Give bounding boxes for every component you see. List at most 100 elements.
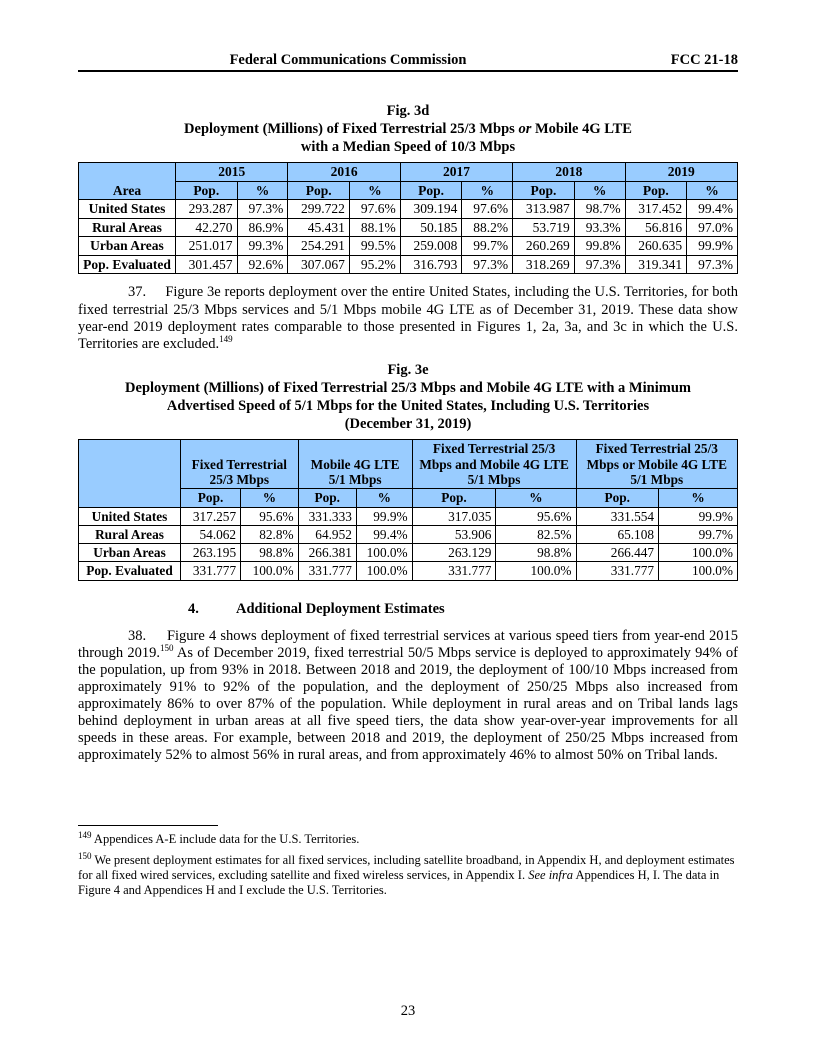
cell: 318.269 [513, 255, 575, 274]
fig3d-title-a: Deployment (Millions) of Fixed Terrestri… [184, 121, 518, 137]
cell: 100.0% [496, 562, 576, 580]
cell: 99.8% [574, 237, 625, 256]
cell: 97.3% [237, 200, 288, 219]
fig3e-title-3: (December 31, 2019) [345, 416, 472, 432]
cell: 56.816 [625, 218, 687, 237]
footnote-150: 150 We present deployment estimates for … [78, 853, 738, 898]
cell: 317.035 [412, 507, 496, 525]
cell: 293.287 [176, 200, 238, 219]
cell: 97.3% [462, 255, 513, 274]
cell: 99.9% [659, 507, 738, 525]
cell: 95.6% [241, 507, 298, 525]
fig3e-title-2: Advertised Speed of 5/1 Mbps for the Uni… [167, 398, 649, 414]
cell: 99.4% [356, 525, 412, 543]
cell: 53.719 [513, 218, 575, 237]
paragraph-37: 37. Figure 3e reports deployment over th… [78, 284, 738, 352]
row-label: Urban Areas [79, 544, 181, 562]
cell: 100.0% [241, 562, 298, 580]
col-pop: Pop. [176, 181, 238, 200]
paragraph-38: 38. Figure 4 shows deployment of fixed t… [78, 628, 738, 765]
header-bar: Federal Communications Commission FCC 21… [78, 52, 738, 72]
cell: 99.4% [687, 200, 738, 219]
table-row: Pop. Evaluated331.777100.0%331.777100.0%… [79, 562, 738, 580]
cell: 88.2% [462, 218, 513, 237]
header-right: FCC 21-18 [618, 52, 738, 69]
year-2017: 2017 [400, 163, 512, 182]
col-pct: % [574, 181, 625, 200]
cell: 317.452 [625, 200, 687, 219]
footnote-150-num: 150 [78, 850, 92, 860]
cell: 260.269 [513, 237, 575, 256]
col-pop: Pop. [576, 489, 659, 507]
row-label: Pop. Evaluated [79, 255, 176, 274]
fig3d-label: Fig. 3d [387, 103, 430, 119]
table-row: United States293.28797.3%299.72297.6%309… [79, 200, 738, 219]
cell: 100.0% [356, 544, 412, 562]
cell: 316.793 [400, 255, 462, 274]
group-2: Mobile 4G LTE 5/1 Mbps [298, 440, 412, 489]
cell: 99.7% [462, 237, 513, 256]
group-1: Fixed Terrestrial 25/3 Mbps [181, 440, 299, 489]
table-row: Pop. Evaluated301.45792.6%307.06795.2%31… [79, 255, 738, 274]
row-label: Pop. Evaluated [79, 562, 181, 580]
cell: 313.987 [513, 200, 575, 219]
section-4-heading: 4.Additional Deployment Estimates [188, 601, 738, 618]
footnote-ref-150: 150 [160, 643, 174, 653]
footnote-149-num: 149 [78, 829, 92, 839]
cell: 98.7% [574, 200, 625, 219]
section-4-title: Additional Deployment Estimates [236, 601, 445, 617]
table-row: United States317.25795.6%331.33399.9%317… [79, 507, 738, 525]
group-3: Fixed Terrestrial 25/3 Mbps and Mobile 4… [412, 440, 576, 489]
fig3e-caption: Fig. 3e Deployment (Millions) of Fixed T… [78, 361, 738, 434]
group-4: Fixed Terrestrial 25/3 Mbps or Mobile 4G… [576, 440, 737, 489]
cell: 331.777 [412, 562, 496, 580]
row-label: Rural Areas [79, 525, 181, 543]
cell: 97.3% [574, 255, 625, 274]
cell: 97.6% [462, 200, 513, 219]
cell: 254.291 [288, 237, 350, 256]
cell: 317.257 [181, 507, 241, 525]
cell: 65.108 [576, 525, 659, 543]
table-row: Urban Areas263.19598.8%266.381100.0%263.… [79, 544, 738, 562]
cell: 319.341 [625, 255, 687, 274]
cell: 99.7% [659, 525, 738, 543]
cell: 42.270 [176, 218, 238, 237]
col-pop: Pop. [400, 181, 462, 200]
fig3d-table: Area 2015 2016 2017 2018 2019 Pop.% Pop.… [78, 162, 738, 274]
fig3d-title-b: Mobile 4G LTE [531, 121, 632, 137]
footnote-149: 149 Appendices A-E include data for the … [78, 832, 738, 847]
cell: 99.9% [356, 507, 412, 525]
fig3d-caption: Fig. 3d Deployment (Millions) of Fixed T… [78, 102, 738, 156]
para37-num: 37. [128, 284, 146, 300]
cell: 97.3% [687, 255, 738, 274]
year-2015: 2015 [176, 163, 288, 182]
footnote-separator [78, 825, 218, 826]
cell: 95.2% [349, 255, 400, 274]
cell: 299.722 [288, 200, 350, 219]
cell: 64.952 [298, 525, 356, 543]
col-pct: % [241, 489, 298, 507]
cell: 301.457 [176, 255, 238, 274]
cell: 97.6% [349, 200, 400, 219]
cell: 266.381 [298, 544, 356, 562]
cell: 54.062 [181, 525, 241, 543]
cell: 331.777 [298, 562, 356, 580]
cell: 331.777 [576, 562, 659, 580]
cell: 97.0% [687, 218, 738, 237]
col-pct: % [462, 181, 513, 200]
section-4-num: 4. [188, 601, 236, 618]
cell: 82.5% [496, 525, 576, 543]
table-row: Urban Areas251.01799.3%254.29199.5%259.0… [79, 237, 738, 256]
cell: 260.635 [625, 237, 687, 256]
cell: 331.333 [298, 507, 356, 525]
table-row: Rural Areas42.27086.9%45.43188.1%50.1858… [79, 218, 738, 237]
footnote-150-see: See infra [528, 868, 573, 882]
fig3d-title-or: or [518, 121, 531, 137]
col-pop: Pop. [288, 181, 350, 200]
cell: 53.906 [412, 525, 496, 543]
para37-text: Figure 3e reports deployment over the en… [78, 284, 738, 351]
cell: 309.194 [400, 200, 462, 219]
fig3e-title-1: Deployment (Millions) of Fixed Terrestri… [125, 380, 691, 396]
cell: 98.8% [241, 544, 298, 562]
cell: 88.1% [349, 218, 400, 237]
